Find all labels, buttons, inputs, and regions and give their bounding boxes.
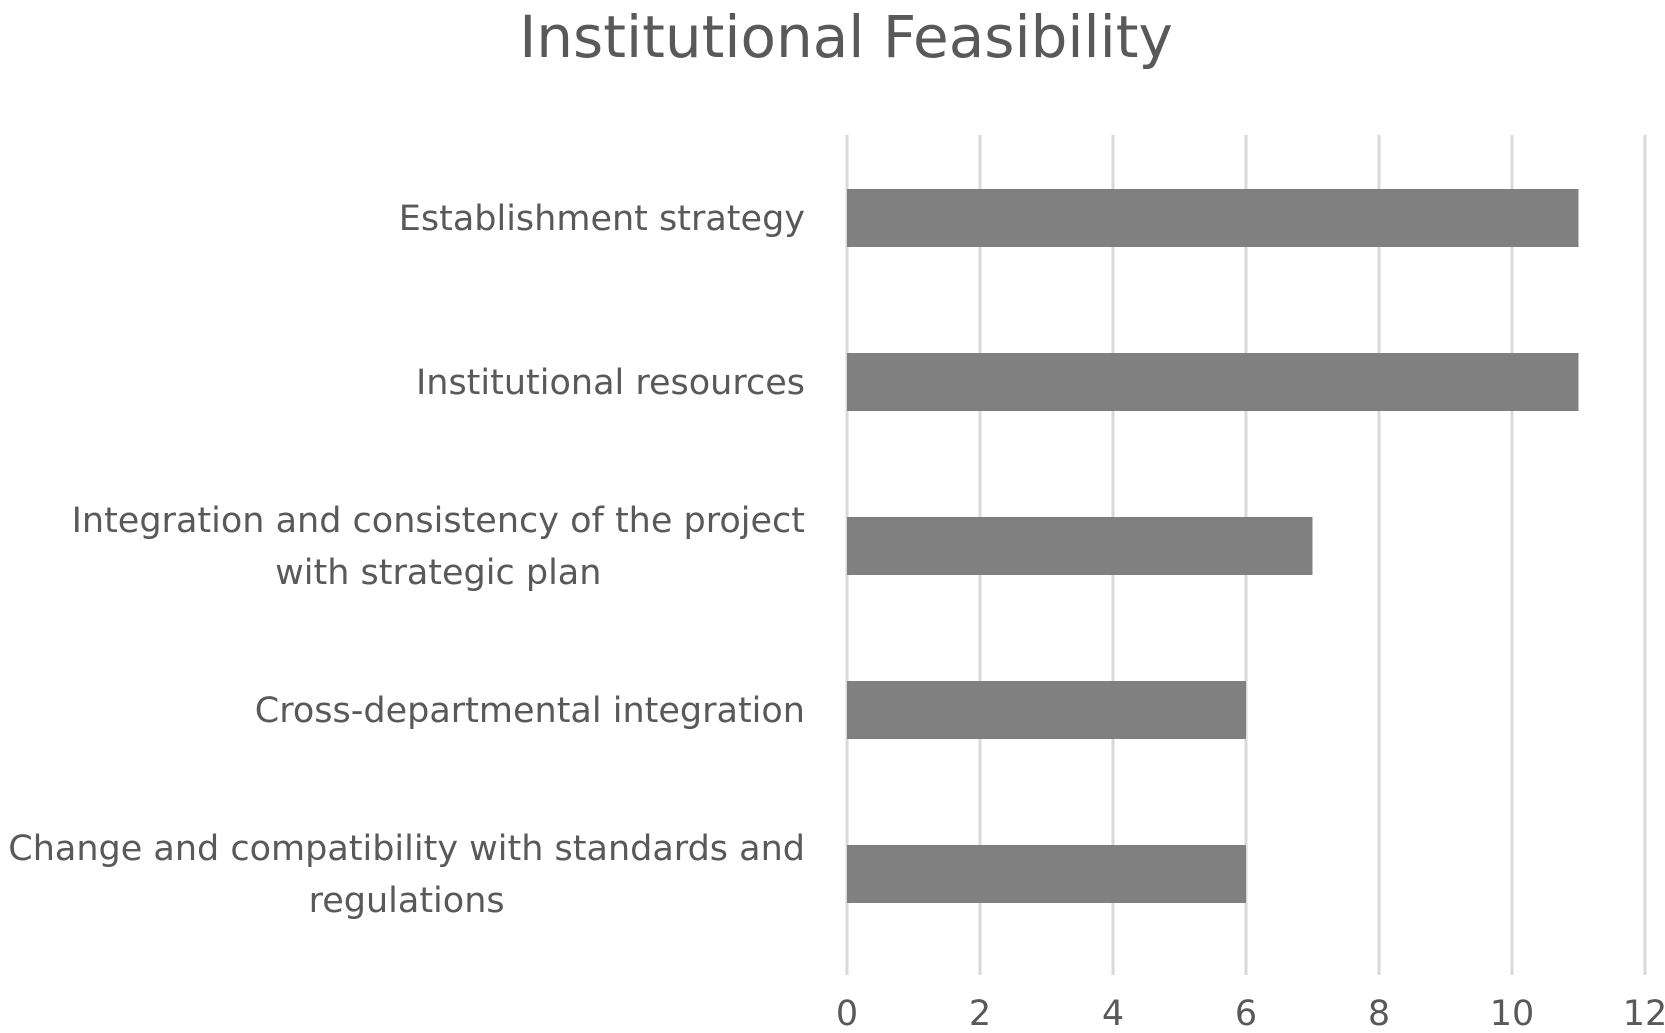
category-labels: Establishment strategy Institutional reso… [8,199,805,921]
bars [847,189,1579,903]
category-label-4: Change and compatibility with standards … [8,829,805,921]
category-label-4-line-1: regulations [309,881,505,921]
category-label-4-line-0: Change and compatibility with standards … [8,829,805,869]
chart-title: Institutional Feasibility [519,3,1173,71]
bar-4 [847,845,1246,903]
x-tick-label-10: 10 [1490,994,1535,1033]
category-label-0: Establishment strategy [399,199,805,239]
x-tick-label-2: 2 [969,994,991,1033]
category-label-1-line-0: Institutional resources [416,363,805,403]
category-label-3: Cross-departmental integration [255,691,805,731]
bar-1 [847,353,1579,411]
x-tick-label-12: 12 [1623,994,1665,1033]
category-label-2-line-0: Integration and consistency of the proje… [72,501,805,541]
category-label-2-line-1: with strategic plan [275,553,601,593]
category-label-3-line-0: Cross-departmental integration [255,691,805,731]
x-tick-label-0: 0 [836,994,858,1033]
category-label-0-line-0: Establishment strategy [399,199,805,239]
category-label-1: Institutional resources [416,363,805,403]
category-label-2: Integration and consistency of the proje… [72,501,805,593]
x-tick-label-4: 4 [1102,994,1124,1033]
x-axis-tick-labels: 0 2 4 6 8 10 12 [836,994,1665,1033]
x-tick-label-6: 6 [1235,994,1257,1033]
x-tick-label-8: 8 [1368,994,1390,1033]
bar-2 [847,517,1313,575]
bar-0 [847,189,1579,247]
bar-3 [847,681,1246,739]
